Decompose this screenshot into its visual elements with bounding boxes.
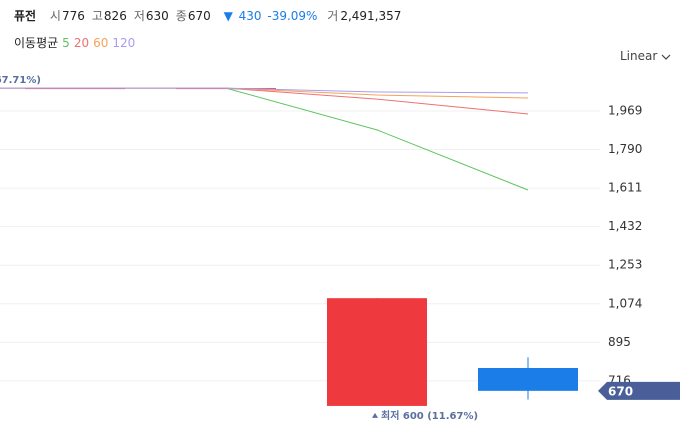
legend-entry: 120 [112,36,136,50]
stock-name: 퓨전 [14,9,37,23]
field-value: 630 [145,9,169,23]
moving-average-line [0,87,529,191]
last-price-label: 670 [608,384,633,398]
y-tick-label: 1,074 [608,296,642,310]
low-marker [372,412,378,418]
plot-area [0,87,600,406]
moving-average-line [0,87,529,94]
volume-label: 거 [327,9,339,23]
y-tick-label: 1,432 [608,219,642,233]
scale-label[interactable]: Linear [620,49,658,63]
candle-body [478,367,578,391]
y-tick-label: 895 [608,335,631,349]
candle-body [327,298,427,406]
high-annotation: 최고 2,075 (-67.71%) [0,73,41,86]
field-value: 670 [187,9,211,23]
last-price-tag [598,381,680,400]
field-label: 고 [91,9,103,23]
y-tick-label: 1,253 [608,258,642,272]
y-tick-label: 1,969 [608,103,642,117]
field-label: 시 [49,9,61,23]
chevron [661,54,671,60]
low-annotation: 최저 600 (11.67%) [381,409,478,422]
legend-entry: 60 [93,36,109,50]
legend-title: 이동평균 [14,36,59,50]
field-value: 776 [61,9,85,23]
y-tick-label: 1,611 [608,181,642,195]
change-arrow: ▼ [223,9,233,23]
field-value: 826 [103,9,127,23]
change: 430 [238,9,262,23]
field-label: 저 [133,9,145,23]
moving-average-line [0,87,529,99]
legend-entry: 20 [73,36,90,50]
legend-entry: 5 [62,36,70,50]
change-pct: -39.09% [267,9,318,23]
header-fields: 시776 고826 저630 종670 [50,9,218,23]
field-label: 종 [175,9,187,23]
header: 퓨전 시776 고826 저630 종670 ▼ 430 -39.09% 거 2,491… [14,7,403,24]
legend: 이동평균 5 20 60 120 [14,34,139,51]
scale-selector[interactable]: Linear [620,49,671,63]
y-tick-label: 1,790 [608,142,642,156]
volume: 2,491,357 [340,9,402,23]
